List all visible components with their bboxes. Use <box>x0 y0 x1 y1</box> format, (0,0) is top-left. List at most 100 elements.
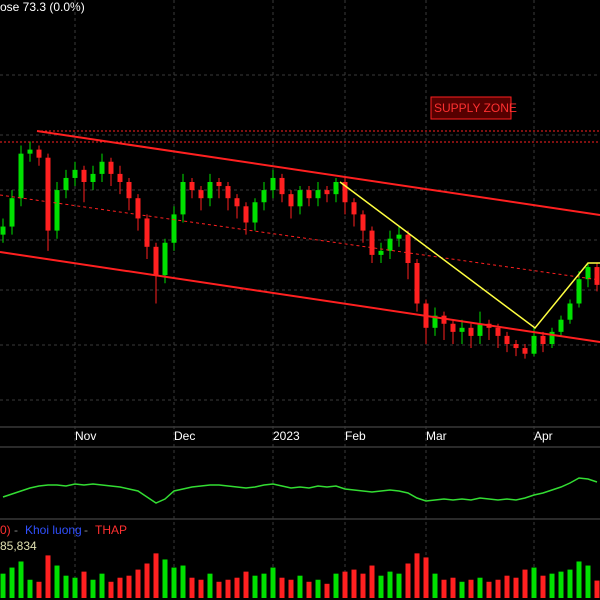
candle-body <box>36 149 42 158</box>
candle-body <box>324 190 330 195</box>
volume-bar <box>45 555 51 598</box>
volume-bar <box>18 561 24 598</box>
volume-bar <box>432 573 438 598</box>
candle-body <box>189 182 195 191</box>
volume-bar <box>171 567 177 598</box>
x-tick-label: Feb <box>345 429 366 443</box>
volume-bar <box>495 579 501 598</box>
candle-body <box>225 186 231 199</box>
separator: - <box>84 523 88 537</box>
candle-body <box>135 198 141 219</box>
candle-body <box>441 315 447 324</box>
candle-body <box>405 234 411 263</box>
candle-body <box>369 230 375 255</box>
x-tick-label: 2023 <box>273 429 300 443</box>
volume-bar <box>540 575 546 598</box>
volume-bar <box>396 573 402 598</box>
candle-body <box>54 190 60 231</box>
volume-bar <box>486 581 492 598</box>
volume-bar <box>324 583 330 598</box>
volume-bar <box>576 561 582 598</box>
volume-bar <box>198 579 204 598</box>
volume-bar <box>189 577 195 598</box>
volume-bar <box>423 557 429 598</box>
volume-bar <box>369 565 375 598</box>
volume-bar <box>72 577 78 598</box>
volume-bar <box>63 575 69 598</box>
candle-body <box>45 157 51 231</box>
volume-bar <box>513 577 519 598</box>
volume-bar <box>378 575 384 598</box>
candle-body <box>468 327 474 336</box>
candle-body <box>234 198 240 207</box>
volume-bar <box>252 575 258 598</box>
volume-bar <box>234 577 240 598</box>
candle-body <box>315 190 321 199</box>
candle-body <box>261 190 267 203</box>
volume-bar <box>243 571 249 598</box>
candle-body <box>513 344 519 349</box>
volume-bar <box>36 581 42 598</box>
volume-bar <box>585 565 591 598</box>
candle-body <box>63 177 69 191</box>
candle-body <box>117 173 123 182</box>
volume-legend: Khoi luong <box>25 523 82 537</box>
candle-body <box>531 335 537 354</box>
volume-bar <box>153 553 159 598</box>
volume-bar <box>225 579 231 598</box>
candle-body <box>180 182 186 215</box>
candle-body <box>342 182 348 203</box>
candle-body <box>18 153 24 199</box>
volume-bar <box>135 569 141 598</box>
candle-body <box>72 169 78 178</box>
candle-body <box>198 190 204 199</box>
volume-bar <box>414 553 420 598</box>
candle-body <box>333 182 339 195</box>
volume-legend: THAP <box>95 523 127 537</box>
volume-bar <box>459 581 465 598</box>
volume-bar <box>108 581 114 598</box>
volume-bar <box>306 581 312 598</box>
volume-bar <box>126 575 132 598</box>
volume-bar <box>288 579 294 598</box>
volume-bar <box>279 577 285 598</box>
candle-body <box>0 226 6 235</box>
candle-body <box>522 348 528 354</box>
x-tick-label: Nov <box>75 429 96 443</box>
candle-body <box>162 242 168 276</box>
volume-bar <box>522 569 528 598</box>
candle-body <box>549 331 555 344</box>
volume-label: 85,834 <box>0 539 37 553</box>
trend-line <box>36 130 600 216</box>
candle-body <box>288 194 294 207</box>
volume-bar <box>477 577 483 598</box>
volume-bar <box>342 571 348 598</box>
candle-body <box>297 190 303 207</box>
candle-body <box>207 182 213 199</box>
candle-body <box>27 149 33 154</box>
volume-bar <box>594 580 600 598</box>
separator: - <box>14 523 18 537</box>
volume-bar <box>9 567 15 598</box>
candle-body <box>90 173 96 182</box>
candle-body <box>99 161 105 174</box>
candle-body <box>387 238 393 251</box>
candle-body <box>216 182 222 187</box>
chart-title: ose 73.3 (0.0%) <box>0 0 85 14</box>
volume-bar <box>99 573 105 598</box>
candle-body <box>351 202 357 215</box>
candle-body <box>459 327 465 332</box>
volume-bar <box>558 571 564 598</box>
candle-body <box>243 206 249 223</box>
supply-zone-box <box>430 96 512 120</box>
volume-bar <box>261 573 267 598</box>
candle-body <box>558 319 564 332</box>
candle-body <box>171 214 177 243</box>
candle-body <box>396 234 402 239</box>
candle-body <box>270 177 276 191</box>
volume-bar <box>0 573 6 598</box>
volume-bar <box>162 559 168 598</box>
volume-bar <box>351 569 357 598</box>
